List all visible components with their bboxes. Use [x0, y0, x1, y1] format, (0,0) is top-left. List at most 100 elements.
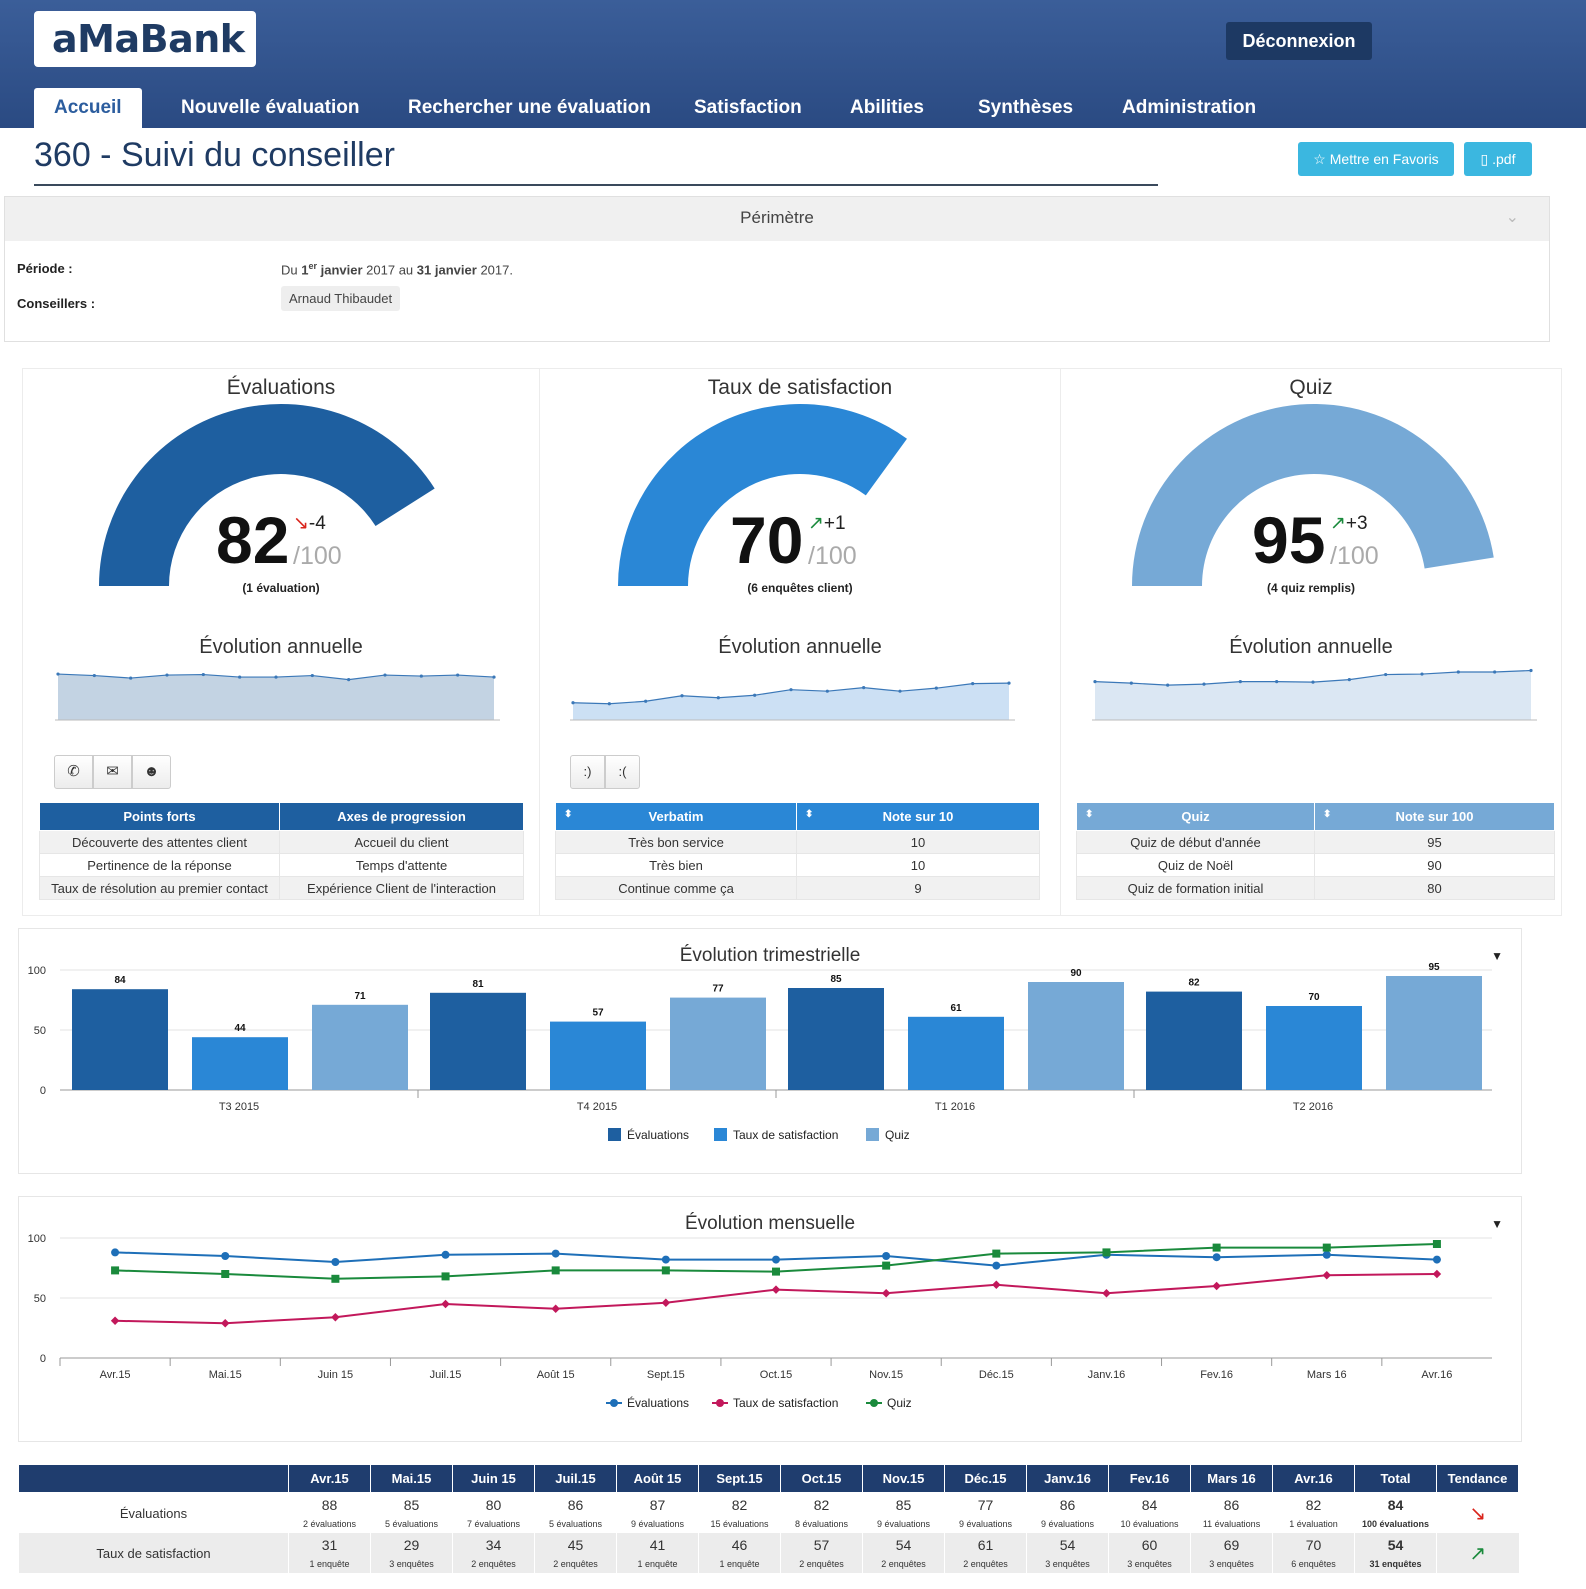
sort-icon[interactable]: ⬍ [1323, 809, 1332, 820]
line-point[interactable] [331, 1258, 340, 1266]
line-point[interactable] [772, 1267, 780, 1276]
phone-icon[interactable]: ✆ [54, 755, 93, 789]
th-note-sur-100[interactable]: ⬍ Note sur 100 [1314, 802, 1555, 831]
line-point[interactable] [661, 1255, 670, 1264]
nav-tab-abilities[interactable]: Abilities [850, 97, 924, 118]
nav-tab-syntheses[interactable]: Synthèses [978, 97, 1074, 118]
bar[interactable] [908, 1016, 1004, 1090]
line-point[interactable] [551, 1266, 560, 1275]
line-point[interactable] [331, 1312, 340, 1322]
line-point[interactable] [1212, 1281, 1221, 1291]
line-point[interactable] [1432, 1255, 1441, 1264]
line-point[interactable] [992, 1280, 1001, 1290]
mail-icon[interactable]: ✉ [93, 755, 132, 789]
line-point[interactable] [111, 1266, 120, 1275]
line-point[interactable] [772, 1255, 780, 1264]
sparkline-point [238, 675, 242, 679]
table-header-cell: Déc.15 [944, 1464, 1027, 1493]
line-point[interactable] [1102, 1288, 1111, 1298]
line-point[interactable] [992, 1249, 1001, 1258]
amabank-logo[interactable]: aMaBank [34, 11, 256, 67]
cell-sub: 3 enquêtes [1045, 1559, 1090, 1569]
table-header-cell: Sept.15 [698, 1464, 781, 1493]
nav-tab-nouvelle-evaluation[interactable]: Nouvelle évaluation [181, 97, 360, 118]
line-point[interactable] [882, 1261, 891, 1270]
line-point[interactable] [221, 1270, 230, 1278]
person-icon[interactable]: ☻ [132, 755, 171, 789]
th-quiz[interactable]: ⬍ Quiz [1076, 802, 1315, 831]
bar[interactable] [670, 997, 766, 1090]
nav-tab-rechercher[interactable]: Rechercher une évaluation [408, 97, 651, 118]
pdf-button[interactable]: ▯ .pdf [1464, 142, 1532, 176]
line-point[interactable] [221, 1252, 230, 1260]
logout-button[interactable]: Déconnexion [1226, 22, 1372, 60]
line-point[interactable] [1322, 1270, 1332, 1280]
sort-icon[interactable]: ⬍ [805, 809, 814, 820]
nav-tab-administration[interactable]: Administration [1122, 97, 1257, 118]
line-point[interactable] [331, 1274, 340, 1283]
th-note-sur-10[interactable]: ⬍ Note sur 10 [796, 802, 1040, 831]
line-point[interactable] [882, 1252, 891, 1260]
bar[interactable] [1266, 1006, 1362, 1090]
favorite-button[interactable]: ☆ Mettre en Favoris [1298, 142, 1454, 176]
table-cell: 86 11 évaluations [1190, 1492, 1273, 1533]
bar[interactable] [430, 992, 526, 1090]
nav-tab-satisfaction[interactable]: Satisfaction [694, 97, 802, 118]
nav-tab-accueil[interactable]: Accueil [34, 88, 142, 128]
happy-button[interactable]: :) [570, 755, 605, 789]
th-points-forts[interactable]: Points forts [39, 802, 280, 831]
line-point[interactable] [1432, 1240, 1441, 1248]
legend-label[interactable]: Évaluations [627, 1127, 689, 1142]
line-point[interactable] [551, 1304, 560, 1314]
sparkline-point [1493, 670, 1497, 674]
bar[interactable] [788, 988, 884, 1090]
line-point[interactable] [661, 1298, 671, 1308]
chart-menu-icon[interactable]: ▼ [1491, 949, 1503, 963]
line-point[interactable] [1432, 1269, 1442, 1279]
legend-label[interactable]: Quiz [887, 1396, 912, 1410]
th-verbatim[interactable]: ⬍ Verbatim [555, 802, 797, 831]
chart-menu-icon[interactable]: ▼ [1491, 1217, 1503, 1231]
bar[interactable] [1386, 976, 1482, 1090]
line-point[interactable] [441, 1299, 450, 1309]
line-point[interactable] [441, 1272, 450, 1281]
sort-icon[interactable]: ⬍ [1085, 809, 1094, 820]
perimetre-header[interactable]: Périmètre ⌄ [5, 197, 1549, 241]
bar[interactable] [1146, 991, 1242, 1090]
th-axes-progression[interactable]: Axes de progression [279, 802, 524, 831]
line-point[interactable] [1322, 1250, 1331, 1259]
bar[interactable] [312, 1004, 408, 1090]
line-point[interactable] [111, 1248, 120, 1257]
line-point[interactable] [441, 1250, 450, 1259]
bar[interactable] [1028, 982, 1124, 1090]
conseillers-value: Arnaud Thibaudet [281, 286, 401, 311]
legend-swatch[interactable] [866, 1128, 879, 1141]
line-point[interactable] [1102, 1248, 1111, 1257]
line-point[interactable] [551, 1249, 560, 1258]
line-point[interactable] [1322, 1243, 1331, 1252]
advisor-tag[interactable]: Arnaud Thibaudet [281, 286, 401, 311]
line-point[interactable] [1212, 1243, 1221, 1252]
legend-label[interactable]: Quiz [885, 1128, 910, 1142]
line-point[interactable] [220, 1318, 230, 1328]
of100-satisfaction: /100 [808, 542, 857, 570]
cell-sub: 2 enquêtes [553, 1559, 598, 1569]
line-point[interactable] [1212, 1253, 1221, 1262]
line-point[interactable] [771, 1285, 781, 1294]
line-point[interactable] [992, 1261, 1001, 1270]
chevron-down-icon[interactable]: ⌄ [1505, 209, 1519, 226]
legend-label[interactable]: Taux de satisfaction [733, 1128, 838, 1142]
line-point[interactable] [881, 1288, 891, 1298]
line-point[interactable] [110, 1316, 120, 1326]
sad-button[interactable]: :( [605, 755, 640, 789]
bar[interactable] [72, 989, 168, 1090]
legend-label[interactable]: Évaluations [627, 1395, 689, 1410]
cell-sub: 1 enquête [719, 1559, 760, 1569]
sort-icon[interactable]: ⬍ [564, 809, 573, 820]
line-point[interactable] [661, 1266, 670, 1275]
bar[interactable] [192, 1037, 288, 1090]
legend-label[interactable]: Taux de satisfaction [733, 1396, 838, 1410]
legend-swatch[interactable] [608, 1128, 621, 1141]
legend-swatch[interactable] [714, 1128, 727, 1141]
bar[interactable] [550, 1021, 646, 1090]
